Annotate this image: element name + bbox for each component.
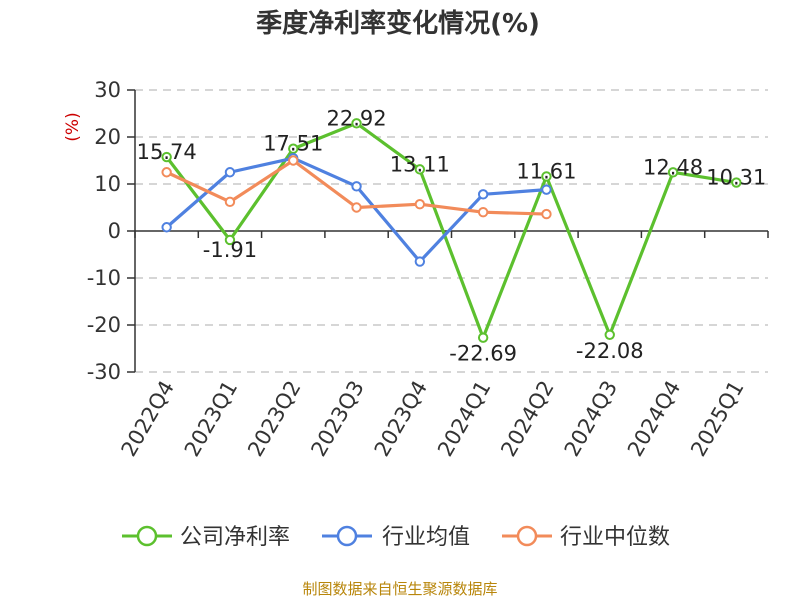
series-point-2 [224,196,236,208]
series-point-1 [161,222,172,233]
data-label: 15.74 [137,140,197,164]
legend-marker [336,525,358,547]
data-label: -22.69 [449,342,517,366]
series-point-1 [351,181,362,192]
series-point-1 [541,184,552,195]
y-tick-label: 0 [108,219,121,243]
series-line-0 [165,121,737,340]
series-point-0 [351,118,362,129]
series-point-2 [414,199,426,210]
data-label: 22.92 [326,106,386,130]
series-point-2 [351,202,362,213]
legend-label: 行业均值 [382,525,470,550]
x-tick-label: 2022Q4 [117,377,179,461]
series-point-0 [224,234,236,246]
x-tick-label: 2023Q2 [243,377,305,461]
x-tick-label: 2025Q1 [686,377,748,461]
x-tick-label: 2023Q3 [306,377,368,461]
series-layer [161,118,742,343]
y-tick-label: -20 [87,313,121,337]
legend-marker [516,525,538,547]
data-label: -22.08 [576,339,644,363]
series-point-1 [414,256,426,267]
legend-label: 公司净利率 [180,525,290,550]
y-tick-label: 30 [94,78,121,102]
series-point-0 [667,167,679,178]
series-point-0 [414,164,426,175]
y-axis-unit: (%) [63,112,83,141]
data-label: 11.61 [516,159,576,183]
x-tick-label: 2024Q3 [560,377,622,461]
x-tick-label: 2023Q1 [180,377,242,461]
series-point-2 [161,167,172,178]
series-point-2 [541,208,552,220]
series-point-0 [161,151,172,163]
y-tick-label: 10 [94,172,121,196]
x-tick-label: 2024Q4 [623,377,685,461]
chart-title: 季度净利率变化情况(%) [256,8,540,39]
x-tick-label: 2024Q1 [433,377,495,461]
series-point-0 [288,143,299,154]
series-point-0 [541,171,552,182]
y-tick-label: -10 [87,266,121,290]
legend-marker [136,525,158,547]
series-point-1 [477,189,489,200]
series-point-0 [604,329,615,340]
legend-label: 行业中位数 [560,525,670,550]
grid-lines [135,89,768,373]
data-label: -1.91 [203,238,257,262]
legend: 公司净利率 行业均值 行业中位数 [122,525,670,550]
y-tick-label: 20 [94,125,121,149]
x-tick-label: 2023Q4 [370,377,432,461]
data-label: 10.31 [706,166,766,190]
source-note: 制图数据来自恒生聚源数据库 [302,580,497,598]
data-label: 17.51 [263,132,323,156]
series-point-2 [477,207,489,218]
series-point-1 [224,167,236,178]
y-tick-label: -30 [87,360,121,384]
series-point-0 [731,177,742,188]
data-label: 12.48 [643,155,703,179]
series-point-2 [288,155,299,166]
data-label: 13.11 [390,152,450,176]
series-point-0 [477,332,489,343]
x-tick-label: 2024Q2 [496,377,558,461]
